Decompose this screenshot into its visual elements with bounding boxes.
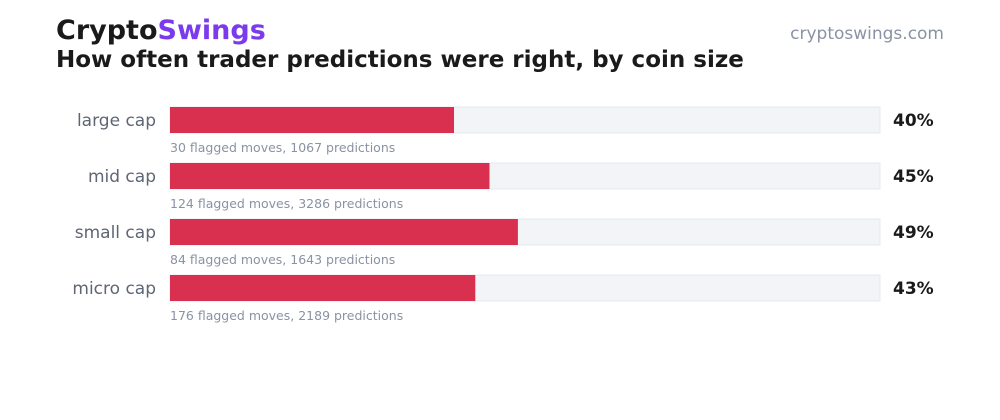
- annotation-label: 84 flagged moves, 1643 predictions: [170, 252, 395, 267]
- brand-logo: CryptoSwings: [56, 14, 266, 48]
- site-domain: cryptoswings.com: [790, 24, 944, 44]
- bar: [170, 275, 476, 301]
- brand-part-swings: Swings: [157, 15, 266, 46]
- chart-title: How often trader predictions were right,…: [56, 47, 744, 73]
- annotation-label: 124 flagged moves, 3286 predictions: [170, 196, 403, 211]
- bar: [170, 107, 454, 133]
- bar: [170, 219, 518, 245]
- category-label: micro cap: [72, 279, 156, 299]
- bar: [170, 163, 490, 189]
- category-label: large cap: [77, 111, 156, 131]
- category-label: small cap: [75, 223, 156, 243]
- value-label: 40%: [893, 111, 934, 131]
- value-label: 43%: [893, 279, 934, 299]
- category-label: mid cap: [88, 167, 156, 187]
- value-label: 49%: [893, 223, 934, 243]
- annotation-label: 176 flagged moves, 2189 predictions: [170, 308, 403, 323]
- value-label: 45%: [893, 167, 934, 187]
- annotation-label: 30 flagged moves, 1067 predictions: [170, 140, 395, 155]
- brand-part-crypto: Crypto: [56, 15, 158, 46]
